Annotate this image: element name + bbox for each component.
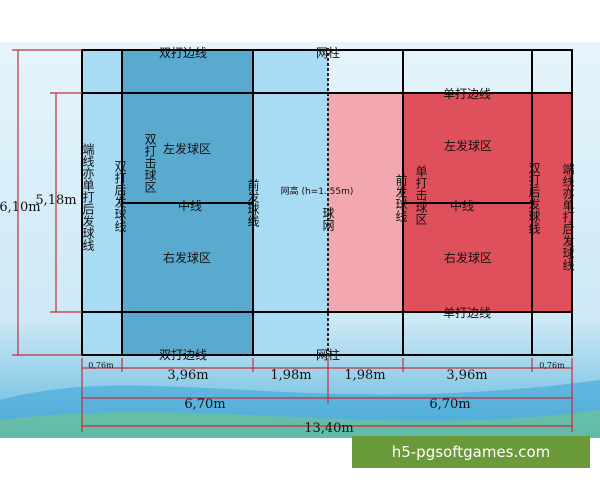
singles-court-label: 单打击球区	[414, 165, 428, 225]
left-light-band	[82, 50, 122, 355]
back-section-label-right: 3,96m	[446, 368, 487, 383]
back-section-label-left: 3,96m	[167, 368, 208, 383]
front-section-label-left: 1,98m	[270, 368, 311, 383]
watermark: h5-pgsoftgames.com	[352, 436, 590, 468]
singles-sideline-label-bottom: 单打边线	[443, 306, 491, 320]
net-height-label: 网高 (h=1. 55m)	[281, 185, 354, 197]
left-light-band	[253, 50, 328, 355]
singles-sideline-label-top: 单打边线	[443, 87, 491, 101]
dimension-lines	[12, 49, 573, 432]
center-line-label: 中线	[178, 198, 202, 213]
doubles-sideline-label-bottom: 双打边线	[159, 348, 207, 362]
left-service-court-label-right: 左发球区	[444, 138, 492, 153]
background-swoosh	[0, 410, 600, 438]
left-service-court-label: 左发球区	[163, 141, 211, 156]
baseline-label-left: 端线亦单打后发球线	[81, 143, 95, 251]
doubles-sideline-label-top: 双打边线	[159, 46, 207, 60]
width-total-label: 6,10m	[0, 200, 41, 215]
background-swoosh	[0, 380, 600, 438]
back-gap-label-right: 0,76m	[539, 361, 565, 370]
doubles-long-service-line-label-right: 双打后发球线	[527, 162, 541, 234]
half-length-label-right: 6,70m	[429, 397, 470, 412]
back-gap-label-left: 0,76m	[88, 361, 114, 370]
baseline-label-right: 端线亦单打后发球线	[561, 163, 575, 271]
net-post-label-top: 网柱	[316, 45, 340, 60]
width-singles-label: 5,18m	[35, 193, 76, 208]
right-light-band	[328, 93, 403, 312]
net-post-label-bottom: 网柱	[316, 347, 340, 362]
short-service-line-label-left: 前发球线	[246, 178, 260, 227]
center-line-label-right: 中线	[450, 198, 474, 213]
front-section-label-right: 1,98m	[344, 368, 385, 383]
doubles-long-service-line-label: 双打后发球线	[113, 160, 127, 232]
net-label: 球网	[321, 207, 335, 231]
half-length-label-left: 6,70m	[184, 397, 225, 412]
doubles-court-label: 双打击球区	[143, 133, 157, 193]
right-service-court-label: 右发球区	[163, 250, 211, 265]
right-service-court-label-right: 右发球区	[444, 250, 492, 265]
total-length-label: 13,40m	[304, 421, 354, 436]
short-service-line-label-right: 前发球线	[394, 173, 408, 222]
